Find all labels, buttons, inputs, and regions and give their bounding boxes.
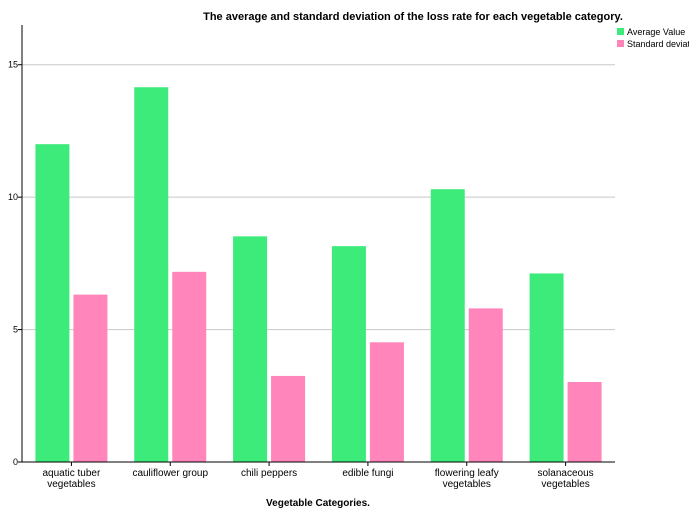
bar-standard-deviation: cauliflower group: 7.18 bbox=[172, 271, 207, 462]
bar-standard-deviation: edible fungi: 4.52 bbox=[369, 342, 404, 462]
bar-standard-deviation: flowering leafy vegetables: 5.8 bbox=[468, 308, 503, 462]
legend-label: Average Value bbox=[627, 27, 685, 37]
bar-average-value: chili peppers: 8.52 bbox=[233, 236, 268, 462]
legend-swatch bbox=[617, 28, 624, 35]
legend: Average Value Standard deviation bbox=[617, 27, 689, 49]
bar-standard-deviation: solanaceous vegetables: 3.02 bbox=[567, 382, 602, 462]
x-tick-label: chili peppers bbox=[241, 468, 297, 479]
y-axis: 0 5 10 15 bbox=[8, 25, 23, 467]
x-tick-label: flowering leafy vegetables bbox=[435, 468, 499, 490]
x-tick-label: cauliflower group bbox=[132, 468, 208, 479]
bar-average-value: solanaceous vegetables: 7.12 bbox=[529, 273, 564, 462]
x-tick-label: aquatic tuber vegetables bbox=[43, 468, 101, 490]
legend-swatch bbox=[617, 40, 624, 47]
bars: aquatic tuber vegetables: 12aquatic tube… bbox=[35, 87, 602, 463]
y-tick-label: 0 bbox=[13, 457, 18, 467]
bar-average-value: flowering leafy vegetables: 10.3 bbox=[430, 189, 465, 462]
gridlines bbox=[22, 64, 615, 331]
x-axis-label: Vegetable Categories. bbox=[266, 498, 370, 509]
bar-average-value: cauliflower group: 14.15 bbox=[134, 87, 169, 463]
x-tick-label: edible fungi bbox=[342, 468, 393, 479]
y-tick-label: 10 bbox=[8, 192, 18, 202]
y-tick-label: 5 bbox=[13, 325, 18, 335]
bar-average-value: aquatic tuber vegetables: 12 bbox=[35, 144, 70, 462]
bar-standard-deviation: aquatic tuber vegetables: 6.32 bbox=[73, 294, 108, 462]
x-tick-label: solanaceous vegetables bbox=[538, 468, 594, 490]
legend-label: Standard deviation bbox=[627, 39, 689, 49]
chart-title: The average and standard deviation of th… bbox=[203, 11, 623, 23]
bar-average-value: edible fungi: 8.15 bbox=[331, 246, 366, 462]
bar-standard-deviation: chili peppers: 3.25 bbox=[271, 375, 306, 462]
x-axis: aquatic tuber vegetables cauliflower group… bbox=[22, 461, 615, 490]
y-tick-label: 15 bbox=[8, 60, 18, 70]
